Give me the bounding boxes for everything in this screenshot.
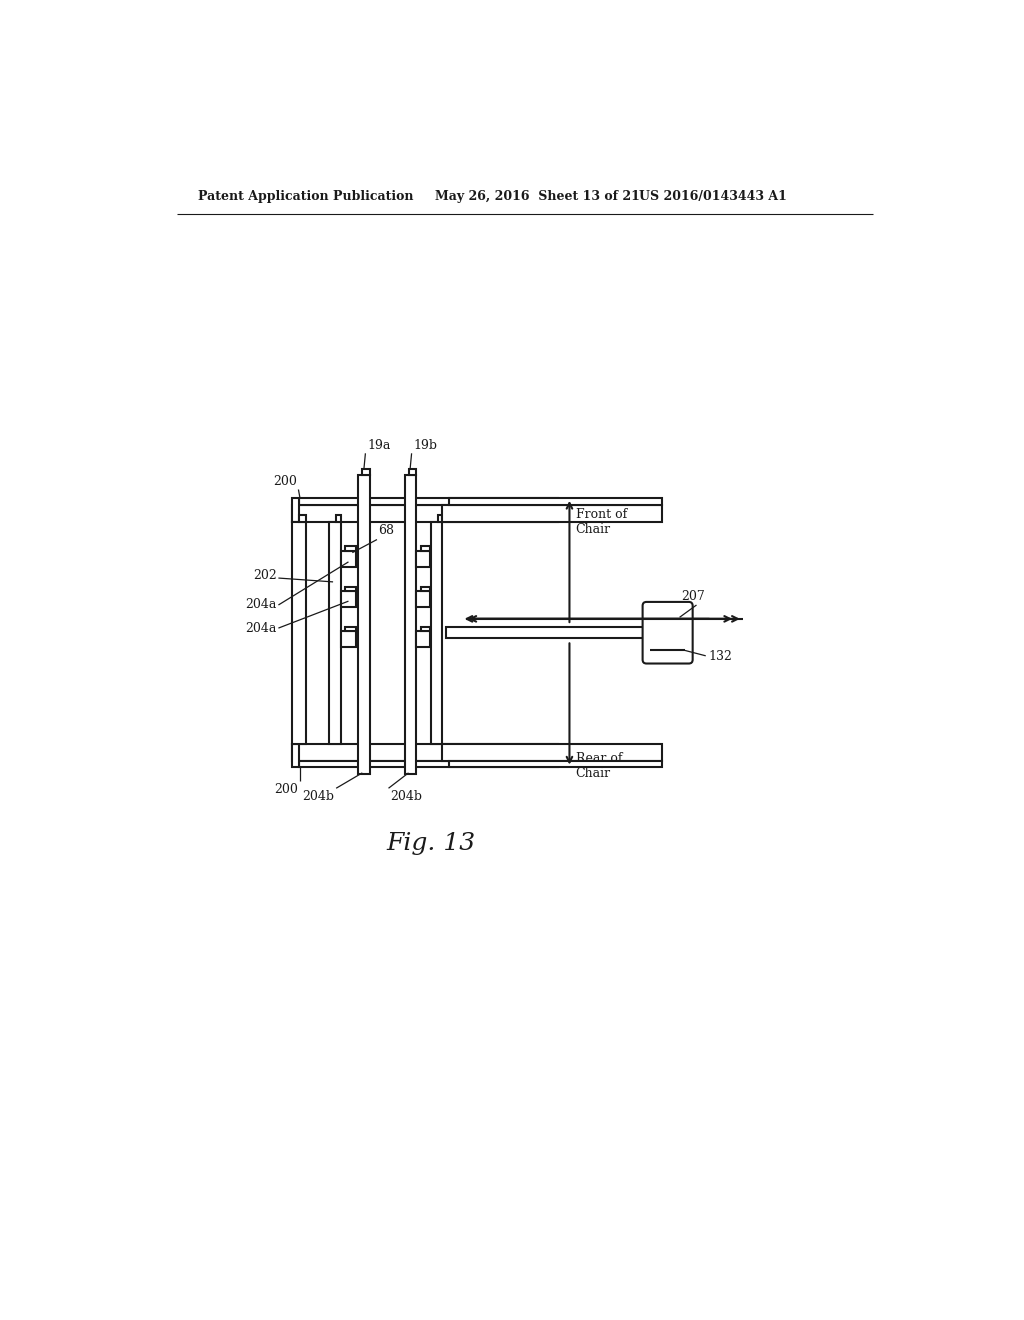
Bar [292, 743, 299, 767]
Text: May 26, 2016  Sheet 13 of 21: May 26, 2016 Sheet 13 of 21 [435, 190, 640, 203]
Bar [431, 521, 442, 743]
Bar [421, 627, 430, 631]
Bar [341, 631, 356, 647]
Bar [292, 498, 299, 521]
Bar [292, 506, 558, 521]
Text: 204b: 204b [390, 789, 422, 803]
Bar [336, 515, 341, 521]
Text: 200: 200 [274, 783, 298, 796]
Text: Rear of
Chair: Rear of Chair [575, 752, 623, 780]
Bar [450, 498, 662, 506]
Bar [299, 760, 558, 767]
Text: 19b: 19b [413, 438, 437, 451]
Bar [416, 552, 430, 566]
Bar [404, 475, 416, 775]
Text: 68: 68 [379, 524, 394, 537]
Text: 132: 132 [708, 649, 732, 663]
Bar [446, 627, 646, 638]
Bar [292, 521, 306, 743]
Text: Front of
Chair: Front of Chair [575, 508, 627, 536]
Bar [299, 498, 558, 506]
Text: 204b: 204b [303, 789, 335, 803]
Text: Patent Application Publication: Patent Application Publication [198, 190, 413, 203]
Text: US 2016/0143443 A1: US 2016/0143443 A1 [639, 190, 786, 203]
Bar [421, 546, 430, 552]
Text: 204a: 204a [246, 598, 276, 611]
Bar [450, 760, 662, 767]
FancyBboxPatch shape [643, 602, 692, 664]
Bar [442, 506, 662, 521]
Bar [299, 515, 306, 521]
Text: 19a: 19a [367, 438, 390, 451]
Text: 207: 207 [681, 590, 705, 603]
Bar [416, 591, 430, 607]
Bar [345, 627, 356, 631]
Bar [341, 591, 356, 607]
Bar [362, 470, 370, 475]
Bar [345, 586, 356, 591]
Text: Fig. 13: Fig. 13 [386, 832, 475, 855]
Bar [416, 631, 430, 647]
Bar [442, 743, 662, 760]
Bar [409, 470, 416, 475]
Text: 204a: 204a [246, 622, 276, 635]
Bar [330, 521, 341, 743]
Bar [438, 515, 442, 521]
Bar [292, 743, 558, 760]
Text: 200: 200 [273, 475, 297, 488]
Bar [421, 586, 430, 591]
Bar [341, 552, 356, 566]
Text: 202: 202 [253, 569, 276, 582]
Bar [358, 475, 370, 775]
Bar [345, 546, 356, 552]
